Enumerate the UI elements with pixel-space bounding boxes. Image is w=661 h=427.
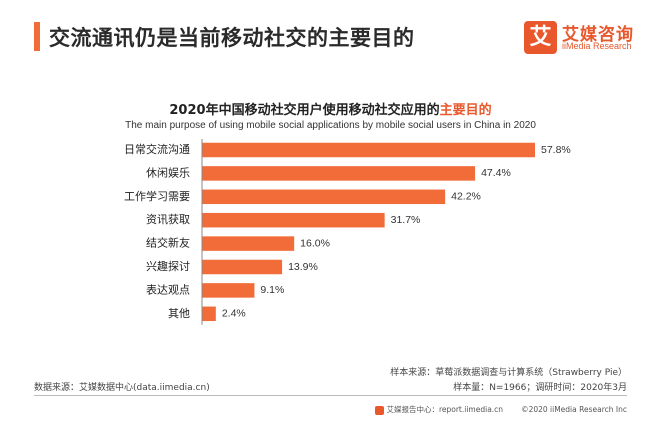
category-label: 资讯获取 [146,213,190,226]
value-label: 16.0% [300,237,330,249]
bar [202,283,255,298]
footer-bottom: 艾媒报告中心：report.iimedia.cn ©2020 iiMedia Re… [375,404,627,415]
bar [202,142,535,158]
sample-source: 样本来源：草莓派数据调查与计算系统（Strawberry Pie） [390,368,627,378]
logo-mark: 艾 [524,21,557,54]
sample-info: 样本量：N=1966；调研时间：2020年3月 [453,383,627,393]
logo-text-cn: 艾媒咨询 [562,25,634,45]
category-label: 其他 [168,307,190,320]
category-label: 休闲娱乐 [146,165,190,179]
value-label: 2.4% [222,308,246,320]
page-title: 交流通讯仍是当前移动社交的主要目的 [49,26,415,50]
bar [202,306,216,322]
bar [202,166,476,181]
chart-title-main: 2020年中国移动社交用户使用移动社交应用的 [169,103,440,118]
category-label: 工作学习需要 [124,189,190,203]
bar [202,189,446,205]
bar [202,212,385,228]
category-label: 结交新友 [146,236,190,250]
report-center-link: 艾媒报告中心：report.iimedia.cn [386,405,504,414]
value-label: 42.2% [451,191,481,203]
chart-subtitle: The main purpose of using mobile social … [125,120,536,131]
title-accent-bar [34,22,40,51]
value-label: 57.8% [541,144,571,156]
value-label: 9.1% [260,284,284,296]
category-label: 兴趣探讨 [146,259,190,273]
bar-chart: 日常交流沟通 57.8% 休闲娱乐 47.4% 工作学习需要 42.2% 资讯获取 31.7%… [124,139,571,325]
bar [202,259,283,275]
value-label: 13.9% [288,261,318,273]
bar [202,236,295,251]
value-label: 31.7% [391,214,421,226]
data-source: 数据来源：艾媒数据中心(data.iimedia.cn) [34,383,210,393]
logo-text-en: iiMedia Research [562,41,632,51]
footer-divider [34,395,627,396]
value-label: 47.4% [481,167,511,179]
category-label: 表达观点 [146,282,190,296]
chart-title-highlight: 主要目的 [439,103,492,118]
report-logo-icon [375,405,385,415]
chart-title: 2020年中国移动社交用户使用移动社交应用的主要目的 [0,99,661,118]
category-label: 日常交流沟通 [124,142,190,156]
copyright: ©2020 iiMedia Research Inc [521,405,627,414]
